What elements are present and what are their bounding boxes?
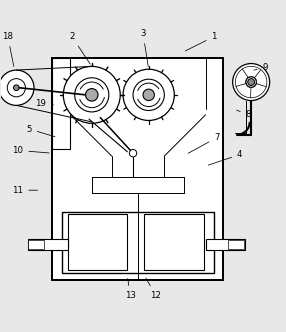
Circle shape [129, 149, 137, 157]
Text: 13: 13 [125, 278, 136, 300]
Text: 2: 2 [69, 32, 90, 64]
Text: 9: 9 [254, 63, 268, 72]
Circle shape [7, 79, 25, 97]
Bar [144, 214, 204, 270]
Circle shape [143, 89, 154, 101]
Bar [28, 240, 44, 249]
Text: 12: 12 [146, 278, 161, 300]
Circle shape [133, 79, 164, 111]
Text: 4: 4 [208, 150, 243, 165]
Circle shape [248, 79, 255, 85]
Bar [206, 239, 245, 250]
Bar [52, 58, 223, 280]
Circle shape [63, 66, 120, 123]
Circle shape [246, 77, 256, 87]
Wedge shape [242, 66, 261, 78]
Circle shape [248, 79, 255, 85]
Bar [62, 211, 214, 273]
Circle shape [13, 85, 19, 91]
Bar [67, 214, 127, 270]
Circle shape [86, 89, 98, 101]
Text: 7: 7 [188, 133, 220, 153]
Wedge shape [251, 84, 266, 98]
Wedge shape [235, 69, 248, 87]
Circle shape [233, 63, 270, 101]
Text: 8: 8 [237, 110, 251, 119]
Bar [28, 239, 67, 250]
Text: 3: 3 [140, 29, 148, 66]
Bar [229, 240, 244, 249]
Bar [52, 58, 70, 149]
Text: 10: 10 [12, 146, 49, 155]
Text: 19: 19 [35, 99, 53, 108]
Circle shape [123, 69, 174, 121]
Wedge shape [254, 69, 267, 87]
Text: 11: 11 [12, 186, 38, 195]
Text: 5: 5 [26, 124, 55, 137]
Circle shape [75, 78, 109, 112]
Wedge shape [236, 84, 251, 98]
Text: 18: 18 [2, 32, 14, 66]
Circle shape [0, 70, 34, 105]
Text: 1: 1 [185, 32, 217, 51]
